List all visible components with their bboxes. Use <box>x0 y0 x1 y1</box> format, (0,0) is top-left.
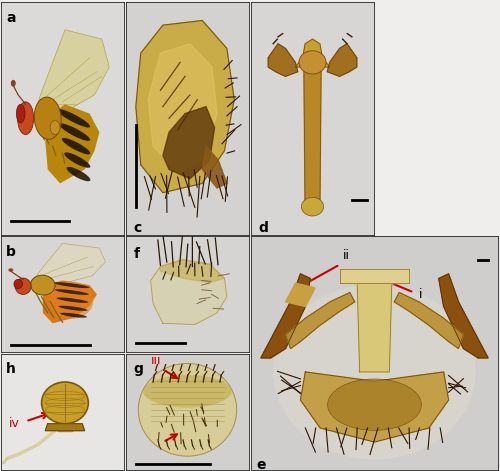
Polygon shape <box>202 146 227 188</box>
Ellipse shape <box>66 167 90 181</box>
Ellipse shape <box>14 279 22 289</box>
Text: iv: iv <box>8 417 20 430</box>
Text: ii: ii <box>342 249 349 262</box>
Ellipse shape <box>42 382 88 424</box>
Polygon shape <box>148 44 217 174</box>
Text: d: d <box>258 220 268 235</box>
Ellipse shape <box>53 282 90 288</box>
Ellipse shape <box>58 306 87 311</box>
Text: e: e <box>256 458 266 471</box>
Polygon shape <box>160 260 224 283</box>
Ellipse shape <box>50 121 60 135</box>
Polygon shape <box>286 292 354 349</box>
Ellipse shape <box>273 284 476 460</box>
Ellipse shape <box>54 115 61 126</box>
Polygon shape <box>438 274 488 358</box>
Polygon shape <box>163 106 214 179</box>
Ellipse shape <box>8 268 14 272</box>
Polygon shape <box>286 283 315 307</box>
Ellipse shape <box>30 275 55 295</box>
Text: i: i <box>419 288 422 301</box>
Ellipse shape <box>62 138 90 154</box>
Polygon shape <box>33 244 106 285</box>
Text: h: h <box>6 362 16 376</box>
Ellipse shape <box>56 298 88 303</box>
Polygon shape <box>58 424 72 430</box>
Text: c: c <box>134 220 141 235</box>
Ellipse shape <box>302 197 324 216</box>
Polygon shape <box>300 372 448 442</box>
Ellipse shape <box>138 364 236 456</box>
Ellipse shape <box>299 51 326 74</box>
Ellipse shape <box>57 109 90 128</box>
Ellipse shape <box>16 104 25 123</box>
Ellipse shape <box>11 80 16 87</box>
Ellipse shape <box>49 282 93 319</box>
Ellipse shape <box>15 278 31 294</box>
Ellipse shape <box>54 289 89 295</box>
Polygon shape <box>46 424 84 430</box>
Polygon shape <box>304 67 321 211</box>
Ellipse shape <box>328 379 422 430</box>
Polygon shape <box>357 283 392 372</box>
Ellipse shape <box>143 375 232 407</box>
Text: f: f <box>134 247 140 261</box>
Ellipse shape <box>18 102 34 135</box>
Text: a: a <box>6 11 16 25</box>
Polygon shape <box>136 21 234 193</box>
Polygon shape <box>340 269 409 283</box>
Polygon shape <box>328 44 357 76</box>
Polygon shape <box>36 30 109 118</box>
Polygon shape <box>268 44 298 76</box>
Text: iii: iii <box>150 354 161 367</box>
Polygon shape <box>150 260 227 325</box>
Polygon shape <box>296 39 330 67</box>
Polygon shape <box>394 292 464 349</box>
Text: g: g <box>134 362 143 376</box>
Ellipse shape <box>60 313 87 318</box>
Ellipse shape <box>34 97 61 139</box>
Ellipse shape <box>64 153 90 168</box>
Polygon shape <box>46 104 100 183</box>
Polygon shape <box>43 280 97 323</box>
Text: b: b <box>6 244 16 259</box>
Polygon shape <box>261 274 310 358</box>
Ellipse shape <box>60 123 90 141</box>
